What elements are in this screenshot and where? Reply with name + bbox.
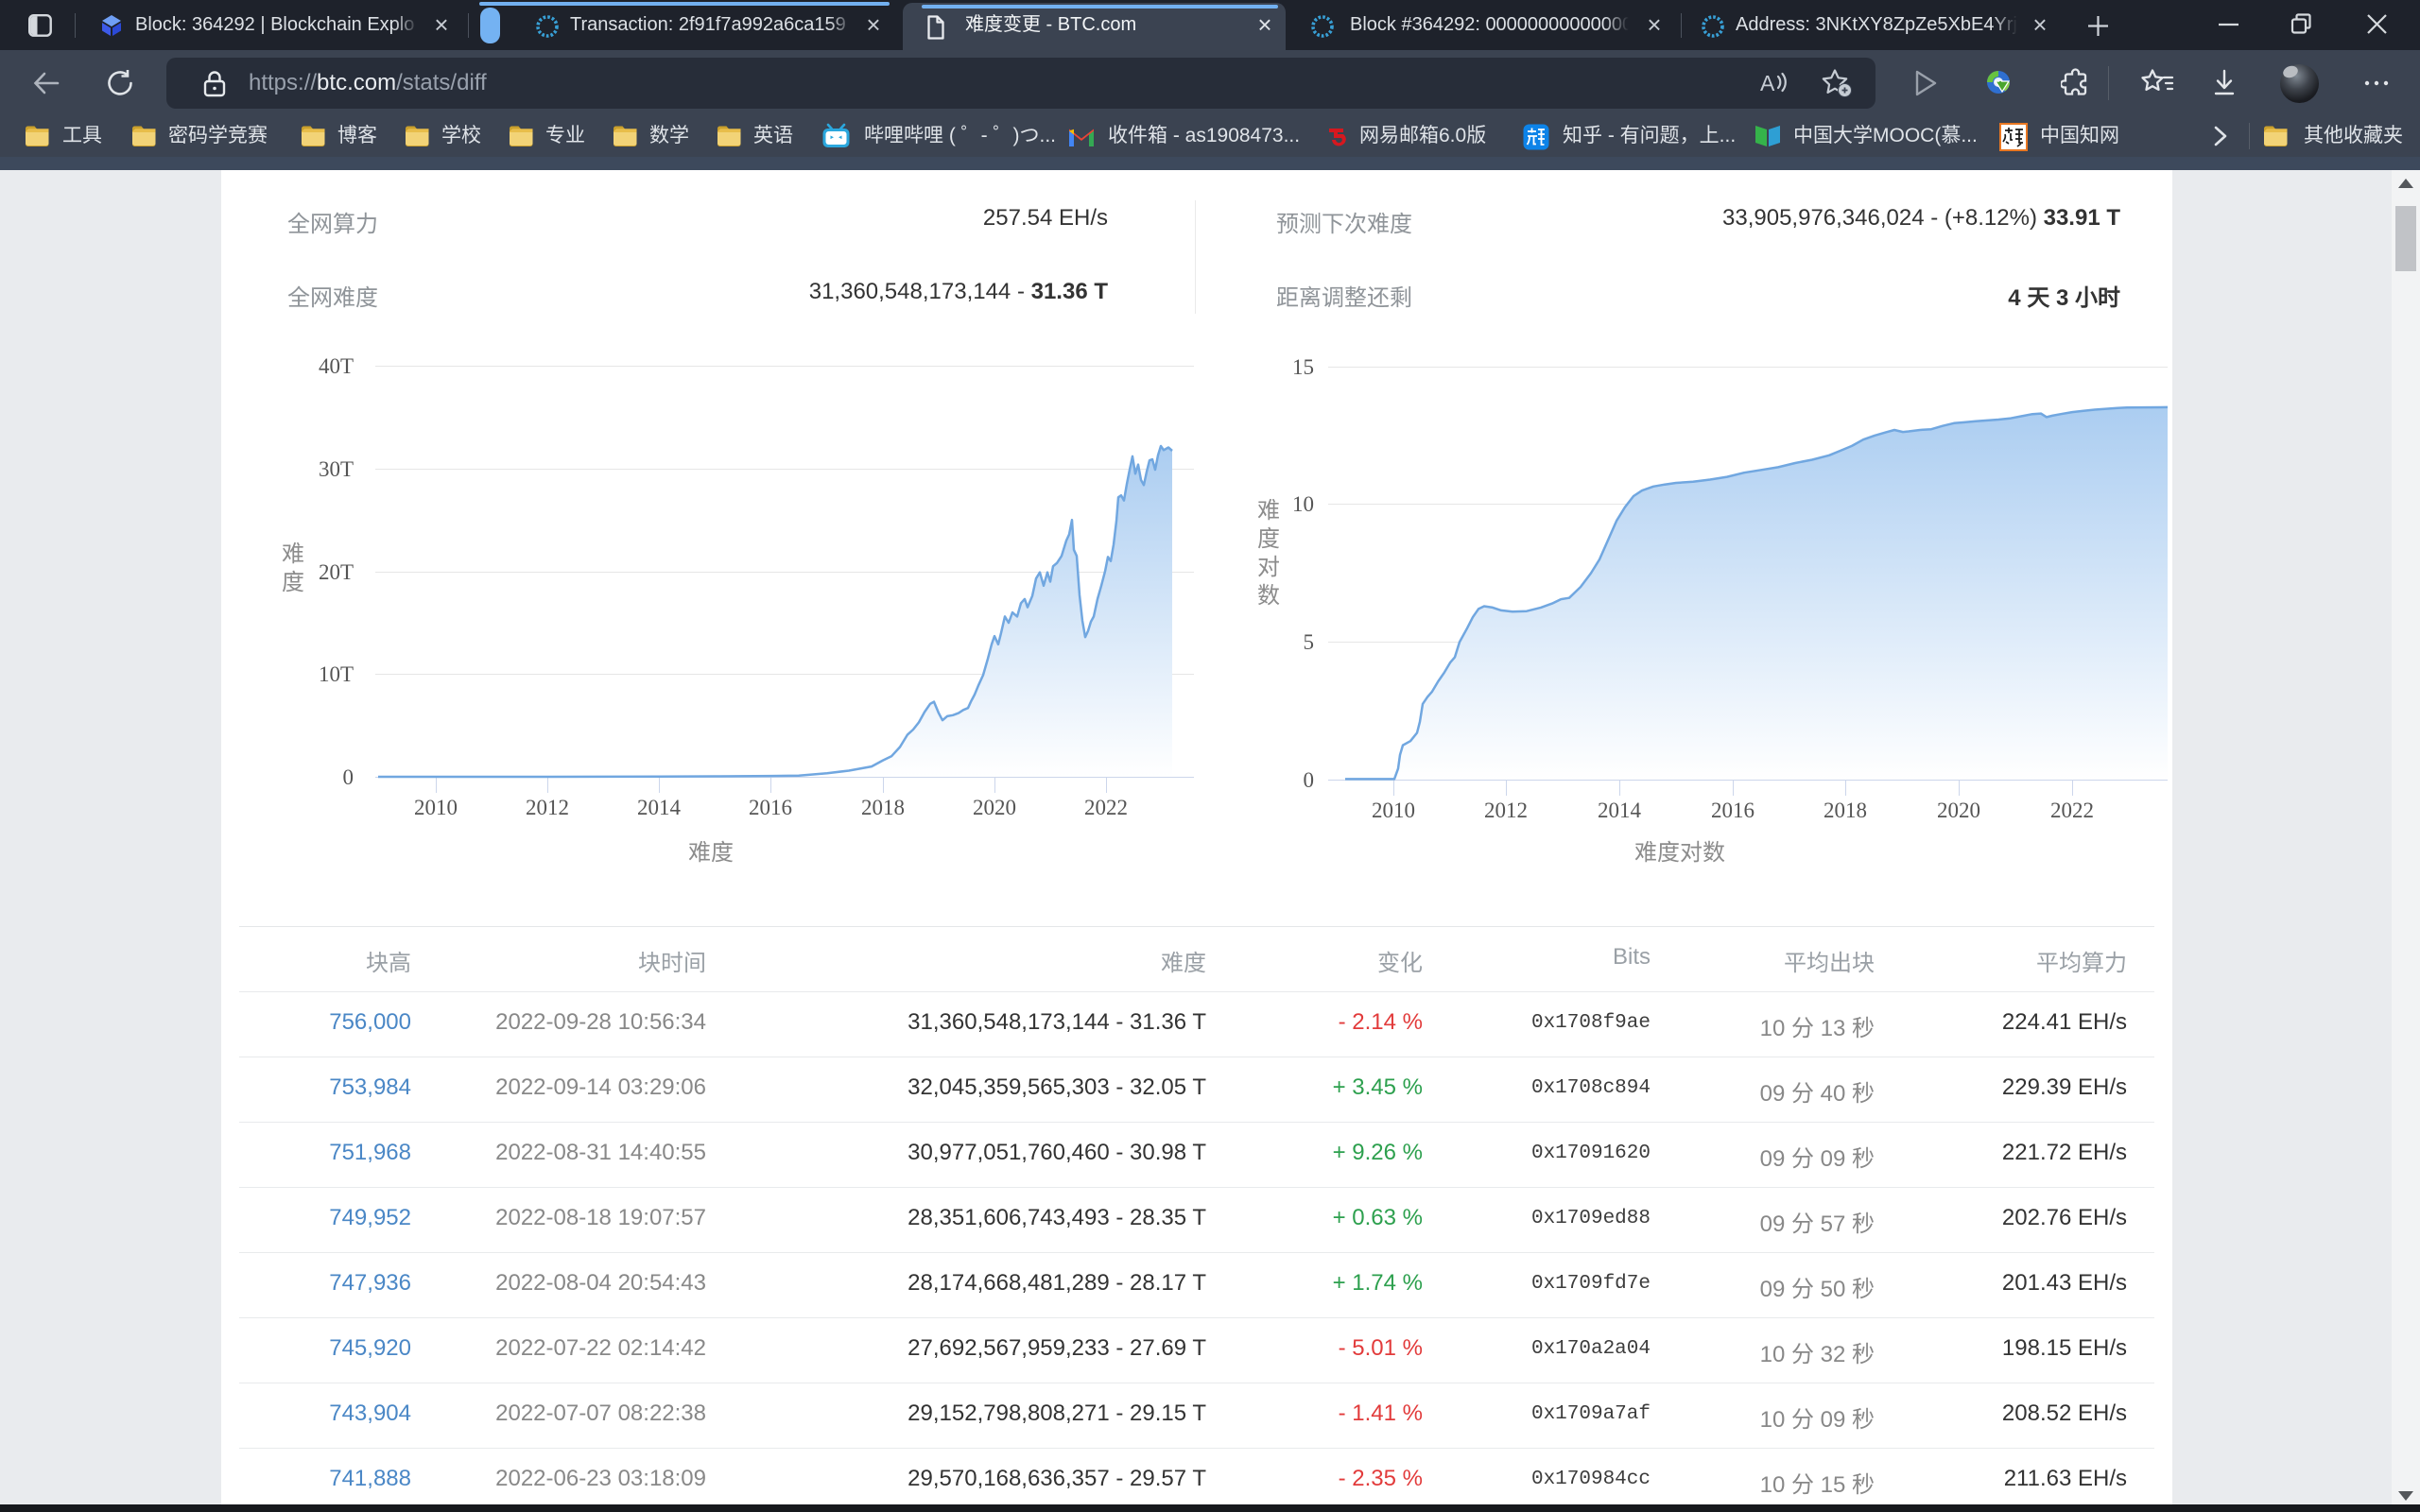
svg-text:度: 度 — [282, 570, 304, 595]
svg-text:难度: 难度 — [688, 840, 734, 866]
svg-text:2014: 2014 — [1598, 799, 1642, 822]
svg-text:A: A — [1760, 71, 1775, 95]
svg-text:难度对数: 难度对数 — [1634, 840, 1725, 866]
svg-text:2022: 2022 — [2050, 799, 2094, 822]
svg-text:2014: 2014 — [637, 796, 682, 819]
svg-text:2020: 2020 — [973, 796, 1016, 819]
svg-text:2012: 2012 — [1484, 799, 1528, 822]
svg-text:40T: 40T — [319, 354, 354, 378]
svg-text:2022: 2022 — [1084, 796, 1128, 819]
svg-text:2010: 2010 — [1372, 799, 1415, 822]
svg-text:2018: 2018 — [1824, 799, 1867, 822]
svg-text:15: 15 — [1292, 355, 1314, 379]
svg-text:度: 度 — [1257, 526, 1280, 552]
svg-text:5: 5 — [1304, 630, 1315, 654]
svg-text:0: 0 — [1304, 768, 1315, 792]
svg-text:0: 0 — [343, 765, 354, 789]
svg-text:2016: 2016 — [1711, 799, 1754, 822]
svg-text:数: 数 — [1257, 583, 1280, 609]
svg-text:10T: 10T — [319, 662, 354, 686]
svg-text:难: 难 — [1257, 498, 1280, 524]
svg-text:2012: 2012 — [526, 796, 569, 819]
svg-text:10: 10 — [1292, 492, 1314, 516]
svg-text:20T: 20T — [319, 560, 354, 584]
svg-text:2018: 2018 — [861, 796, 905, 819]
svg-text:对: 对 — [1257, 555, 1280, 580]
svg-text:30T: 30T — [319, 457, 354, 481]
svg-text:难: 难 — [282, 541, 304, 567]
svg-text:2010: 2010 — [414, 796, 458, 819]
svg-text:2016: 2016 — [749, 796, 792, 819]
svg-text:2020: 2020 — [1937, 799, 1980, 822]
